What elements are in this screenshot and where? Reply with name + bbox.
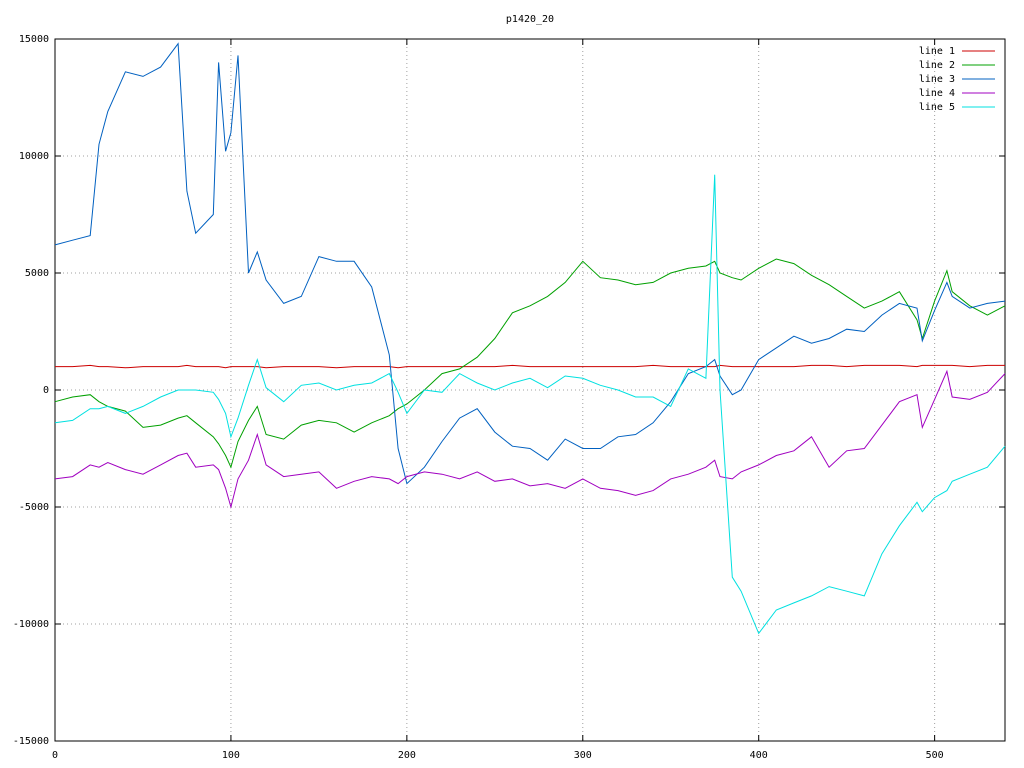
y-tick-label: 5000 [25, 268, 49, 279]
x-tick-label: 400 [750, 750, 768, 761]
plot-frame [54, 38, 1006, 742]
y-tick-label: 10000 [19, 151, 49, 162]
x-tick-label: 0 [52, 750, 58, 761]
legend-label: line 3 [919, 74, 955, 85]
legend-label: line 2 [919, 60, 955, 71]
y-tick-label: -10000 [13, 619, 49, 630]
data-line [54, 369, 1006, 509]
x-tick-label: 500 [926, 750, 944, 761]
x-tick-label: 200 [398, 750, 416, 761]
y-tick-label: -15000 [13, 736, 49, 747]
x-tick-label: 300 [574, 750, 592, 761]
y-tick-label: 0 [43, 385, 49, 396]
data-line [54, 258, 1006, 469]
data-line [54, 174, 1006, 635]
legend-label: line 5 [919, 102, 955, 113]
legend-label: line 1 [919, 46, 955, 57]
data-line [54, 42, 1006, 485]
data-line [55, 364, 1005, 369]
y-tick-label: -5000 [19, 502, 49, 513]
chart-title: p1420_20 [506, 14, 554, 25]
y-tick-label: 15000 [19, 34, 49, 45]
legend-label: line 4 [919, 88, 955, 99]
x-tick-label: 100 [222, 750, 240, 761]
